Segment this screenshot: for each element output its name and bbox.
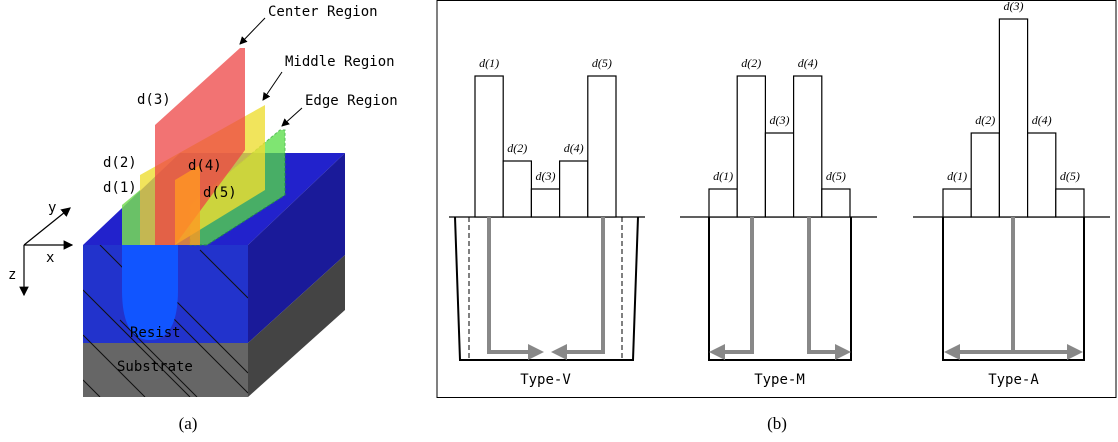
d-label: d(5) bbox=[1060, 169, 1080, 183]
arrow bbox=[240, 18, 265, 44]
bar bbox=[999, 19, 1027, 217]
type-label: Type-A bbox=[988, 372, 1039, 388]
axis-label: x bbox=[46, 250, 54, 266]
d-label: d(5) bbox=[592, 56, 612, 70]
caption: (a) bbox=[179, 414, 198, 433]
bar bbox=[971, 133, 999, 217]
bar bbox=[943, 189, 971, 217]
trough bbox=[455, 217, 638, 360]
edge-fin bbox=[122, 190, 140, 245]
bar bbox=[794, 76, 822, 217]
d-label: d(2) bbox=[103, 155, 137, 171]
d-label: d(4) bbox=[564, 141, 584, 155]
region-label: Edge Region bbox=[305, 93, 398, 109]
y-axis-arrow bbox=[24, 208, 70, 245]
d-label: d(4) bbox=[798, 56, 818, 70]
region-label: Middle Region bbox=[285, 54, 395, 70]
bar bbox=[531, 189, 559, 217]
bar bbox=[1056, 189, 1084, 217]
bar bbox=[709, 189, 737, 217]
d-label: d(1) bbox=[103, 180, 137, 196]
d-label: d(3) bbox=[770, 113, 790, 127]
d-label: d(4) bbox=[188, 158, 222, 174]
d-label: d(2) bbox=[975, 113, 995, 127]
type-label: Type-M bbox=[754, 372, 805, 388]
d-label: d(5) bbox=[203, 185, 237, 201]
d-label: d(1) bbox=[947, 169, 967, 183]
axis-label: z bbox=[8, 267, 16, 283]
axis-label: y bbox=[48, 200, 56, 216]
d-label: d(4) bbox=[1032, 113, 1052, 127]
flow-arrow bbox=[489, 217, 540, 352]
bar bbox=[737, 76, 765, 217]
bar bbox=[765, 133, 793, 217]
bar bbox=[503, 161, 531, 217]
layer-label: Substrate bbox=[117, 359, 193, 375]
figure: y x z Center Region Middle Region Edge R… bbox=[0, 0, 1118, 442]
panel-a: y x z Center Region Middle Region Edge R… bbox=[8, 4, 398, 433]
panel-b: d(1) d(2) d(3) d(4) d(5) Type-V d(1) d(2) d(3) d(… bbox=[437, 0, 1116, 433]
arrow bbox=[263, 72, 282, 100]
caption: (b) bbox=[767, 414, 787, 433]
d-label: d(3) bbox=[536, 169, 556, 183]
layer-label: Resist bbox=[130, 325, 181, 341]
bar bbox=[1028, 133, 1056, 217]
arrow bbox=[282, 108, 302, 126]
bar bbox=[822, 189, 850, 217]
d-label: d(2) bbox=[741, 56, 761, 70]
bar bbox=[588, 76, 616, 217]
trough bbox=[709, 217, 851, 360]
flow-arrow bbox=[809, 217, 847, 352]
flow-arrow bbox=[555, 217, 603, 352]
type-label: Type-V bbox=[520, 372, 571, 388]
d-label: d(5) bbox=[826, 169, 846, 183]
region-label: Center Region bbox=[268, 4, 378, 20]
flow-arrow bbox=[713, 217, 752, 352]
d-label: d(3) bbox=[1004, 0, 1024, 13]
bar bbox=[560, 161, 588, 217]
d-label: d(1) bbox=[713, 169, 733, 183]
bar bbox=[475, 76, 503, 217]
d-label: d(2) bbox=[507, 141, 527, 155]
d-label: d(3) bbox=[137, 92, 171, 108]
d-label: d(1) bbox=[479, 56, 499, 70]
